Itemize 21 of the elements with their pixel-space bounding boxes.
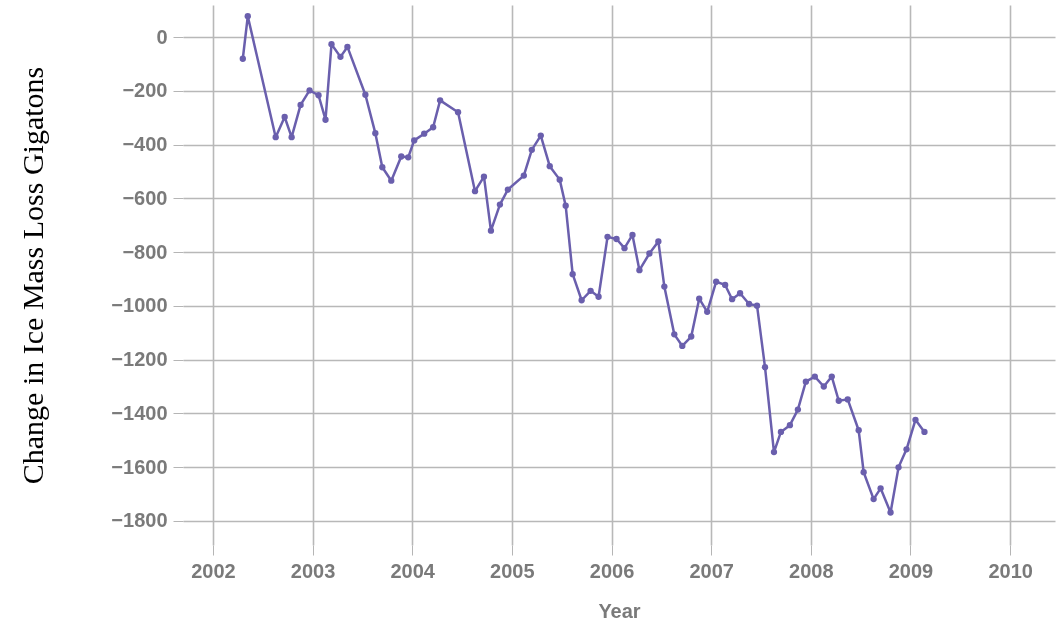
x-tick-label: 2003 — [290, 559, 336, 582]
y-tick-label: −1200 — [111, 348, 168, 371]
y-tick-label: −1800 — [111, 509, 168, 532]
x-tick-label: 2008 — [789, 559, 834, 582]
x-axis-title: Year — [598, 599, 641, 622]
x-tick-label: 2002 — [191, 559, 236, 582]
y-tick-label: −1600 — [111, 455, 168, 478]
x-tick-label: 2006 — [589, 559, 635, 582]
y-tick-label: −600 — [122, 186, 168, 209]
y-tick-label: 0 — [156, 25, 168, 48]
x-tick-label: 2004 — [390, 559, 436, 582]
x-tick-label: 2010 — [988, 559, 1033, 582]
x-tick-label: 2005 — [490, 559, 535, 582]
y-tick-label: −200 — [122, 79, 168, 102]
y-tick-label: −1000 — [111, 294, 168, 317]
y-tick-label: −400 — [122, 133, 168, 156]
y-axis-title: Change in Ice Mass Loss Gigatons — [15, 66, 49, 485]
y-tick-label: −800 — [122, 240, 168, 263]
y-tick-label: −1400 — [111, 401, 168, 424]
x-tick-label: 2009 — [888, 559, 934, 582]
x-tick-label: 2007 — [689, 559, 734, 582]
